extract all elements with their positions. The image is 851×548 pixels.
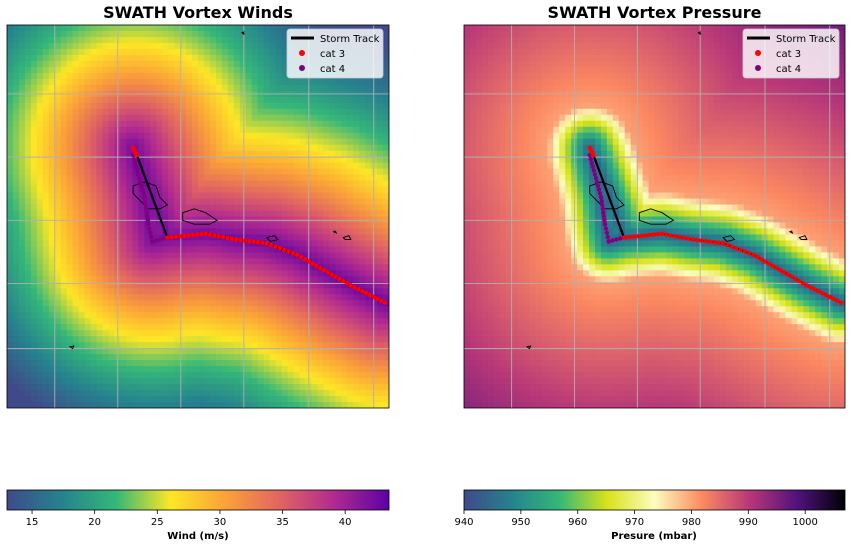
- winds-frame: [6, 24, 390, 409]
- colorbar-tick-label: 30: [214, 517, 227, 528]
- colorbar-tick-label: 35: [276, 517, 289, 528]
- legend-cat3-marker: [755, 50, 761, 56]
- winds-gridlines: [7, 25, 389, 408]
- colorbar-tick-label: 1000: [792, 517, 817, 528]
- winds-title: SWATH Vortex Winds: [103, 3, 293, 22]
- colorbar-tick-label: 940: [454, 517, 473, 528]
- legend-cat4-marker: [299, 65, 305, 71]
- legend-cat4-label: cat 4: [320, 64, 345, 75]
- winds-coastlines: [68, 31, 352, 350]
- legend-storm-track-label: Storm Track: [776, 34, 836, 45]
- pressure-legend: Storm Track cat 3 cat 4: [742, 28, 840, 79]
- pressure-coastlines: [525, 31, 808, 350]
- pressure-frame: [463, 24, 846, 409]
- colorbar-tick-label: 25: [151, 517, 164, 528]
- legend-cat4-marker: [755, 65, 761, 71]
- legend-cat3-marker: [299, 50, 305, 56]
- legend-cat4-label: cat 4: [776, 64, 801, 75]
- winds-storm-track: [130, 145, 388, 305]
- pressure-storm-track: [587, 145, 844, 305]
- pressure-colorbar: 940 950 960 970 980 990 1000 Presure (mbar): [454, 489, 846, 542]
- legend-storm-track-label: Storm Track: [320, 34, 380, 45]
- pressure-gridlines: [464, 25, 845, 408]
- legend-cat3-label: cat 3: [776, 49, 801, 60]
- colorbar-tick-label: 20: [88, 517, 101, 528]
- colorbar-tick-label: 40: [339, 517, 352, 528]
- winds-field: [7, 25, 389, 408]
- colorbar-tick-label: 950: [511, 517, 530, 528]
- colorbar-tick-label: 970: [625, 517, 644, 528]
- pressure-map: [464, 25, 845, 408]
- colorbar-tick-label: 990: [739, 517, 758, 528]
- winds-map: [7, 25, 389, 408]
- legend-cat3-label: cat 3: [320, 49, 345, 60]
- winds-legend: Storm Track cat 3 cat 4: [286, 28, 384, 79]
- colorbar-tick-label: 980: [682, 517, 701, 528]
- pressure-title: SWATH Vortex Pressure: [547, 3, 762, 22]
- colorbar-tick-label: 960: [568, 517, 587, 528]
- winds-colorbar: 15 20 25 30 35 40 Wind (m/s): [6, 489, 390, 542]
- winds-colorbar-label: Wind (m/s): [167, 531, 228, 542]
- pressure-colorbar-label: Presure (mbar): [611, 531, 697, 542]
- pressure-field: [464, 25, 845, 408]
- colorbar-tick-label: 15: [26, 517, 39, 528]
